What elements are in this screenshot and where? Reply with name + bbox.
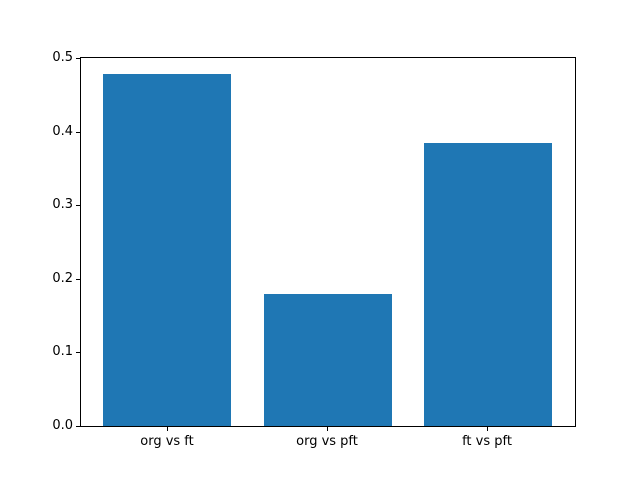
y-tick-mark (76, 132, 80, 133)
x-tick-label: org vs ft (140, 434, 194, 449)
y-tick-label: 0.3 (52, 197, 73, 212)
x-tick-mark (167, 427, 168, 431)
y-tick-label: 0.5 (52, 50, 73, 65)
plot-area (80, 57, 576, 427)
bar-org-vs-pft (264, 294, 392, 426)
y-tick-label: 0.0 (52, 418, 73, 433)
y-tick-label: 0.2 (52, 271, 73, 286)
y-tick-mark (76, 426, 80, 427)
x-tick-mark (327, 427, 328, 431)
x-tick-mark (487, 427, 488, 431)
y-tick-mark (76, 58, 80, 59)
y-tick-label: 0.4 (52, 124, 73, 139)
y-tick-mark (76, 279, 80, 280)
x-tick-label: org vs pft (296, 434, 358, 449)
y-tick-mark (76, 352, 80, 353)
y-tick-mark (76, 205, 80, 206)
bar-org-vs-ft (103, 74, 231, 426)
x-tick-label: ft vs pft (462, 434, 512, 449)
bar-ft-vs-pft (424, 143, 552, 426)
y-tick-label: 0.1 (52, 344, 73, 359)
